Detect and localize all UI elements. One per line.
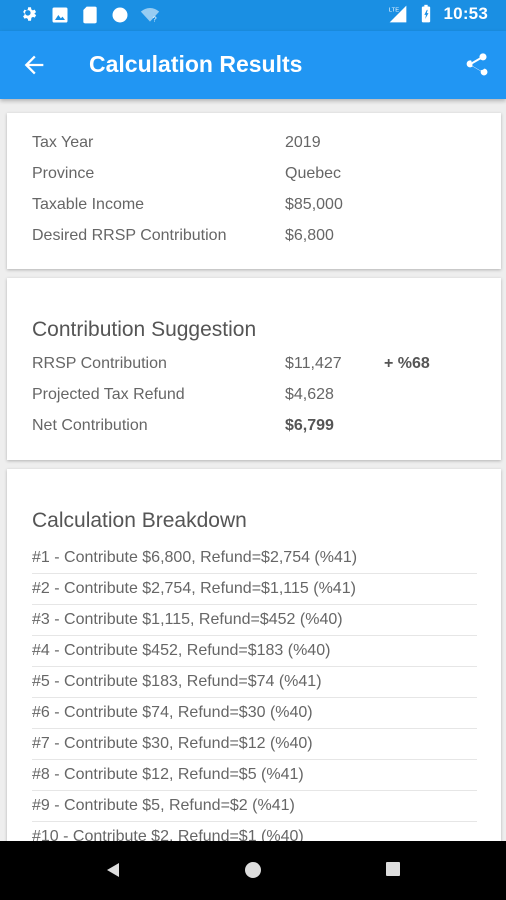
status-bar-left-icons: ? bbox=[20, 5, 160, 25]
list-item: #9 - Contribute $5, Refund=$2 (%41) bbox=[32, 791, 477, 822]
list-item: #2 - Contribute $2,754, Refund=$1,115 (%… bbox=[32, 574, 477, 605]
image-icon bbox=[52, 7, 68, 23]
list-item: #6 - Contribute $74, Refund=$30 (%40) bbox=[32, 698, 477, 729]
app-bar: Calculation Results bbox=[0, 31, 506, 99]
row-value: $6,799 bbox=[285, 417, 334, 434]
section-title: Contribution Suggestion bbox=[32, 318, 257, 341]
row-label: Desired RRSP Contribution bbox=[32, 227, 227, 244]
row-value: $6,800 bbox=[285, 227, 334, 244]
list-item: #7 - Contribute $30, Refund=$12 (%40) bbox=[32, 729, 477, 760]
wifi-question-icon: ? bbox=[140, 8, 160, 24]
row-value: $11,427 bbox=[285, 355, 342, 372]
row-label: Taxable Income bbox=[32, 196, 145, 213]
sd-card-icon bbox=[83, 6, 97, 24]
arrow-back-icon[interactable] bbox=[20, 51, 48, 79]
calculation-breakdown-card[interactable]: Calculation Breakdown #1 - Contribute $6… bbox=[7, 469, 501, 841]
status-bar-right-icons: LTE 10:53 bbox=[388, 4, 488, 24]
list-item: #10 - Contribute $2, Refund=$1 (%40) bbox=[32, 822, 477, 841]
clock: 10:53 bbox=[443, 4, 488, 23]
list-item: #8 - Contribute $12, Refund=$5 (%41) bbox=[32, 760, 477, 791]
share-icon[interactable] bbox=[462, 51, 490, 79]
row-label: Net Contribution bbox=[32, 417, 148, 434]
circle-icon bbox=[112, 7, 128, 23]
list-item: #4 - Contribute $452, Refund=$183 (%40) bbox=[32, 636, 477, 667]
list-item: #1 - Contribute $6,800, Refund=$2,754 (%… bbox=[32, 543, 477, 574]
breakdown-list: #1 - Contribute $6,800, Refund=$2,754 (%… bbox=[32, 543, 477, 841]
back-triangle-icon[interactable] bbox=[104, 861, 122, 879]
home-circle-icon[interactable] bbox=[244, 861, 262, 879]
row-value: Quebec bbox=[285, 165, 342, 182]
row-value: $85,000 bbox=[285, 196, 343, 213]
svg-text:LTE: LTE bbox=[388, 8, 398, 14]
increase-badge: + %68 bbox=[384, 355, 430, 372]
contribution-suggestion-card: Contribution Suggestion RRSP Contributio… bbox=[7, 278, 501, 460]
list-item: #5 - Contribute $183, Refund=$74 (%41) bbox=[32, 667, 477, 698]
status-bar: ? LTE 10:53 bbox=[0, 0, 506, 31]
battery-icon bbox=[421, 4, 430, 23]
row-label: Projected Tax Refund bbox=[32, 386, 185, 403]
row-value: 2019 bbox=[285, 134, 321, 151]
row-label: Province bbox=[32, 165, 95, 182]
list-item: #3 - Contribute $1,115, Refund=$452 (%40… bbox=[32, 605, 477, 636]
row-value: $4,628 bbox=[285, 386, 334, 403]
row-label: RRSP Contribution bbox=[32, 355, 167, 372]
section-title: Calculation Breakdown bbox=[32, 509, 247, 532]
page-title: Calculation Results bbox=[89, 51, 303, 77]
input-summary-card: Tax Year 2019 Province Quebec Taxable In… bbox=[7, 113, 501, 269]
system-nav-bar bbox=[0, 841, 506, 900]
svg-text:?: ? bbox=[153, 15, 157, 24]
gear-icon bbox=[23, 7, 37, 21]
recents-square-icon[interactable] bbox=[385, 861, 401, 877]
lte-signal-icon: LTE bbox=[388, 5, 406, 23]
row-label: Tax Year bbox=[32, 134, 94, 151]
